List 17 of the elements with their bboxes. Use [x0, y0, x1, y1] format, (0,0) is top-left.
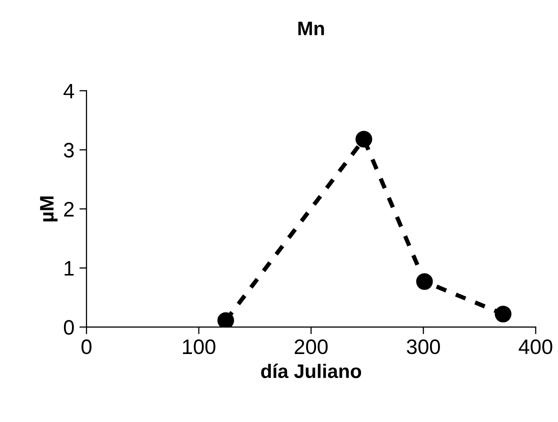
y-tick-label: 2: [64, 202, 74, 216]
point: [494, 306, 512, 322]
point: [416, 273, 433, 290]
x-tick-label: 200: [294, 339, 328, 354]
y-tick-label: 3: [64, 142, 74, 158]
x-tick-label: 300: [406, 339, 440, 354]
y-tick-label: 1: [64, 261, 74, 276]
chart-title: Mn: [298, 22, 324, 36]
x-tick-label: 400: [518, 339, 552, 354]
point: [356, 130, 372, 148]
x-axis-title: día Juliano: [261, 364, 362, 378]
y-tick-label: 4: [64, 84, 74, 98]
y-axis-title: µM: [40, 196, 58, 222]
point: [217, 312, 234, 328]
x-tick-label: 100: [183, 339, 216, 354]
y-tick-label: 0: [64, 320, 74, 335]
x-tick-label: 0: [82, 339, 92, 354]
